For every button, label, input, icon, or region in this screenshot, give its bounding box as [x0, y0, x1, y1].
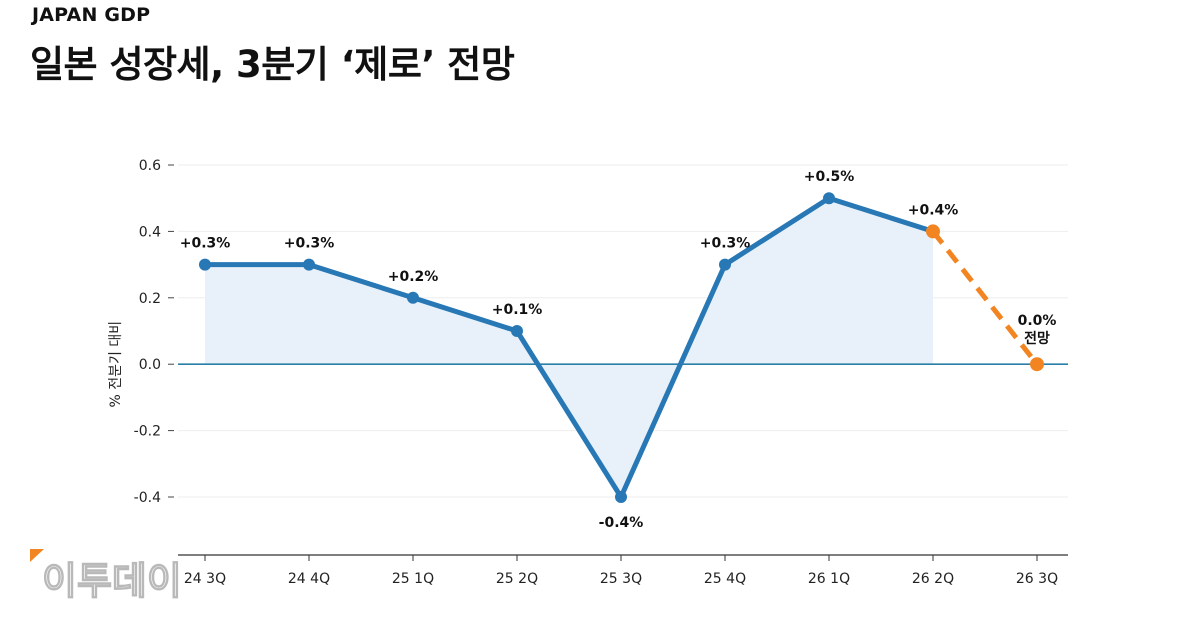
data-point — [719, 258, 731, 271]
x-axis-ticks: 24 3Q 24 4Q 25 1Q 25 2Q 25 3Q 25 4Q 26 1Q 26 2Q… — [184, 555, 1058, 587]
data-label: +0.3% — [180, 236, 231, 252]
data-label: +0.4% — [908, 202, 959, 218]
x-tick-label: 26 2Q — [912, 571, 954, 587]
y-tick-label: 0.2 — [139, 291, 161, 307]
watermark-logo: 이투데이 — [30, 549, 182, 604]
logo-text: 이투데이 — [42, 559, 182, 603]
y-tick-label: 0.4 — [139, 224, 161, 240]
actual-series-line — [202, 195, 936, 500]
y-axis-ticks: 0.6 0.4 0.2 0.0 -0.2 -0.4 — [134, 158, 174, 506]
data-point — [511, 325, 523, 337]
data-point — [199, 258, 211, 271]
x-tick-label: 25 4Q — [704, 571, 746, 587]
data-label: -0.4% — [599, 515, 644, 531]
x-tick-label: 26 1Q — [808, 571, 850, 587]
forecast-note-label: 전망 — [1024, 330, 1050, 347]
data-points — [199, 192, 1044, 503]
data-point — [407, 291, 419, 304]
data-label: +0.3% — [284, 236, 335, 252]
data-label: +0.5% — [804, 169, 855, 185]
data-point — [303, 258, 315, 271]
y-tick-label: -0.2 — [134, 424, 161, 440]
chart-kicker: JAPAN GDP — [32, 4, 151, 26]
x-tick-label: 25 3Q — [600, 571, 642, 587]
y-tick-label: 0.0 — [139, 357, 161, 373]
data-label: 0.0% — [1018, 313, 1057, 329]
data-point — [823, 192, 835, 205]
area-fill — [205, 198, 933, 497]
logo-accent-icon — [30, 549, 44, 562]
x-tick-label: 24 4Q — [288, 571, 330, 587]
data-point — [615, 491, 627, 503]
forecast-series-line — [931, 229, 1039, 366]
y-tick-label: -0.4 — [134, 490, 161, 506]
x-tick-label: 24 3Q — [184, 571, 226, 587]
data-labels: +0.3% +0.3% +0.2% +0.1% -0.4% +0.3% +0.5% +0.4%… — [180, 169, 1057, 531]
y-axis-label: % 전분기 대비 — [108, 321, 124, 408]
area-path — [205, 198, 933, 497]
data-point — [926, 224, 940, 239]
x-tick-label: 25 2Q — [496, 571, 538, 587]
data-point — [1030, 357, 1044, 372]
y-tick-label: 0.6 — [139, 158, 161, 174]
x-tick-label: 25 1Q — [392, 571, 434, 587]
chart-title: 일본 성장세, 3분기 ‘제로’ 전망 — [30, 43, 515, 86]
x-tick-label: 26 3Q — [1016, 571, 1058, 587]
series-lines — [202, 195, 1039, 500]
data-label: +0.3% — [700, 236, 751, 252]
data-label: +0.1% — [492, 302, 543, 318]
data-label: +0.2% — [388, 269, 439, 285]
